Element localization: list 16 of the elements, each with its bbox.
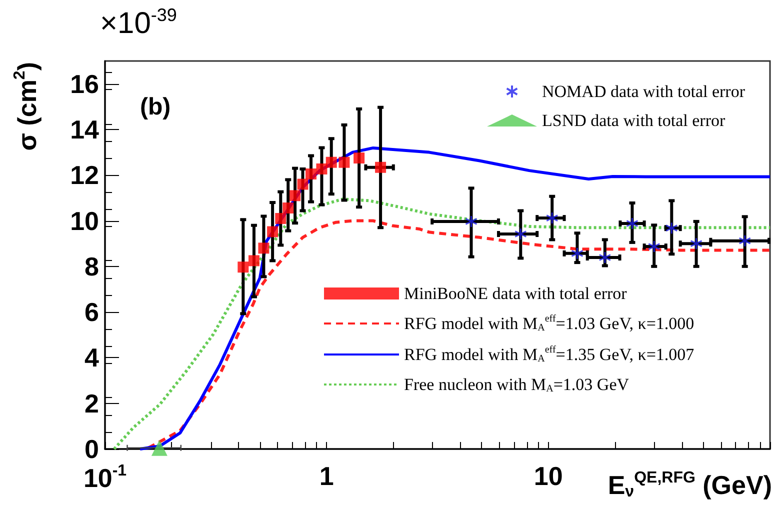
y-tick-label: 2 (84, 388, 99, 418)
y-tick-label: 8 (84, 251, 99, 282)
y-tick-label: 4 (84, 342, 100, 373)
y-tick-label: 12 (70, 160, 99, 190)
legend-label: LSND data with total error (542, 111, 726, 130)
y-axis-title: σ (cm2) (12, 62, 42, 151)
y-tick-label: 14 (70, 114, 100, 144)
y-tick-label: 6 (84, 297, 99, 328)
legend-label: NOMAD data with total error (542, 82, 746, 101)
x-tick-label: 1 (319, 461, 334, 491)
y-tick-label: 0 (84, 434, 99, 464)
y-tick-label: 10 (70, 206, 99, 236)
legend-label: MiniBooNE data with total error (404, 284, 628, 303)
annotation: (b) (140, 94, 171, 120)
y-tick-label: 16 (70, 68, 99, 99)
x-tick-label: 10 (534, 461, 563, 491)
